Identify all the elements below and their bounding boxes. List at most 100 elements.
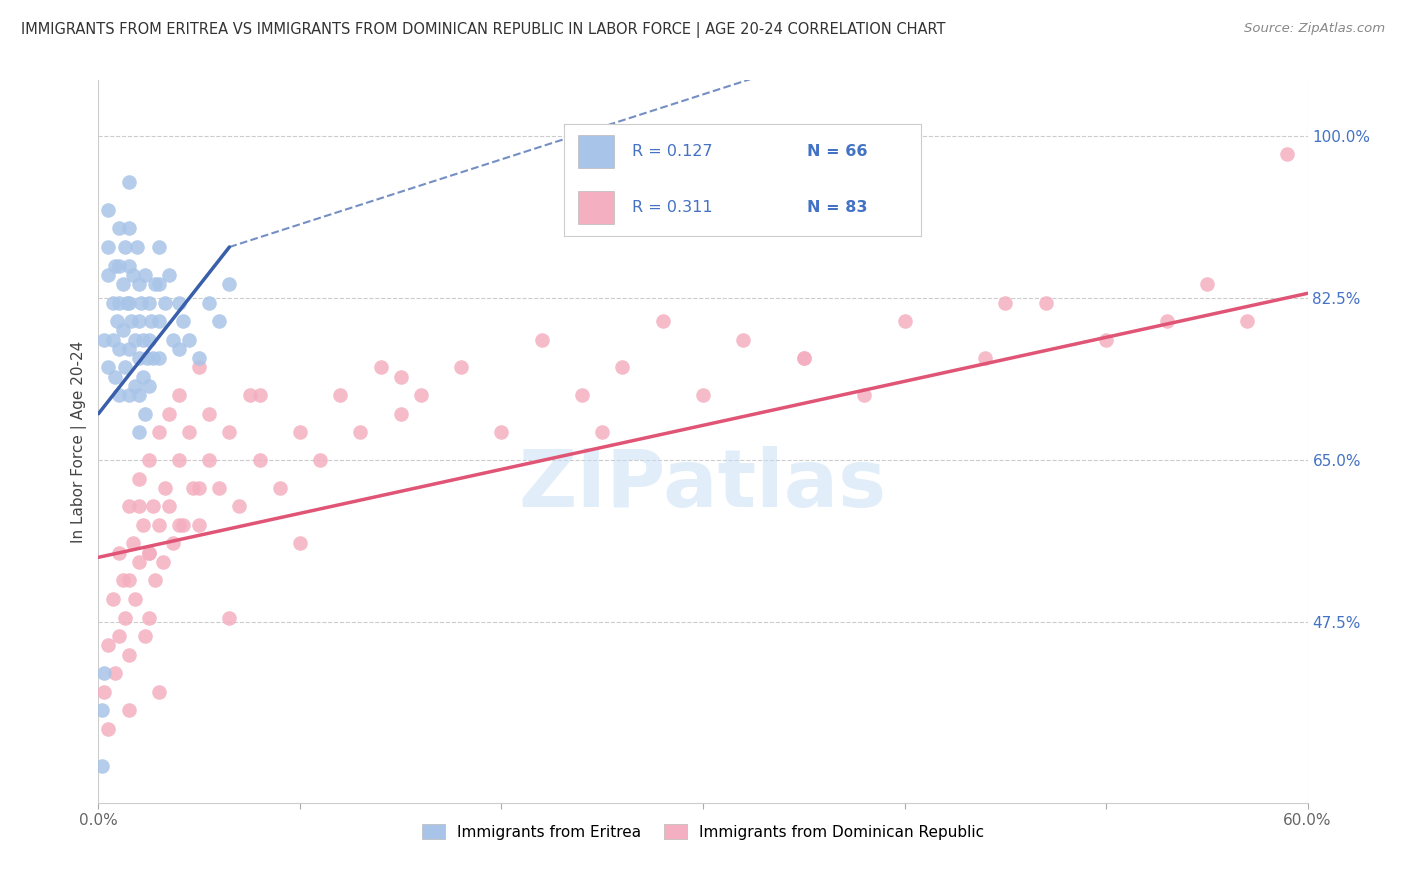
Point [138, 295, 160, 310]
Point [93, 684, 115, 698]
Point [167, 295, 190, 310]
Point [167, 453, 190, 467]
Point [134, 407, 156, 421]
Point [188, 351, 211, 366]
Point [167, 388, 190, 402]
Point [218, 425, 240, 440]
Point [491, 425, 513, 440]
Point [124, 379, 146, 393]
Point [118, 221, 141, 235]
Point [121, 268, 143, 282]
Point [1035, 295, 1057, 310]
Point [157, 268, 180, 282]
Point [138, 379, 160, 393]
Point [128, 555, 150, 569]
Point [121, 536, 143, 550]
Point [409, 388, 432, 402]
Point [218, 277, 240, 291]
Point [329, 388, 352, 402]
Point [370, 360, 392, 375]
Point [288, 425, 311, 440]
Point [138, 610, 160, 624]
Point [129, 295, 152, 310]
Point [118, 703, 141, 717]
Point [107, 546, 129, 560]
Point [111, 277, 134, 291]
Point [172, 517, 194, 532]
Point [128, 388, 150, 402]
Text: Source: ZipAtlas.com: Source: ZipAtlas.com [1244, 22, 1385, 36]
Point [118, 500, 141, 514]
Point [107, 259, 129, 273]
Point [733, 333, 755, 347]
Point [93, 666, 115, 681]
Point [142, 500, 165, 514]
Point [249, 453, 271, 467]
Point [893, 314, 915, 328]
Point [530, 333, 553, 347]
Point [450, 360, 472, 375]
Point [132, 333, 155, 347]
Point [208, 314, 231, 328]
Point [181, 481, 204, 495]
Point [288, 536, 311, 550]
Point [107, 388, 129, 402]
Point [793, 351, 815, 366]
Point [172, 314, 194, 328]
Point [148, 684, 170, 698]
Point [115, 295, 138, 310]
Point [1095, 333, 1118, 347]
Point [139, 314, 162, 328]
Point [138, 453, 160, 467]
Point [148, 277, 170, 291]
Point [128, 500, 150, 514]
Point [107, 295, 129, 310]
Point [101, 333, 124, 347]
Point [135, 351, 157, 366]
Point [198, 407, 221, 421]
Point [188, 481, 211, 495]
Point [974, 351, 997, 366]
Point [128, 351, 150, 366]
Point [118, 295, 141, 310]
Point [208, 481, 231, 495]
Point [132, 517, 155, 532]
Point [162, 333, 184, 347]
Point [125, 240, 148, 254]
Point [91, 703, 114, 717]
Point [1277, 147, 1299, 161]
Point [651, 314, 673, 328]
Point [148, 314, 170, 328]
Point [107, 342, 129, 356]
Point [124, 592, 146, 607]
Point [153, 295, 176, 310]
Point [138, 333, 160, 347]
Point [188, 517, 211, 532]
Y-axis label: In Labor Force | Age 20-24: In Labor Force | Age 20-24 [72, 341, 87, 542]
Point [269, 481, 291, 495]
Point [128, 277, 150, 291]
Point [97, 722, 120, 736]
Point [103, 259, 125, 273]
Point [134, 268, 156, 282]
Point [103, 666, 125, 681]
Point [148, 425, 170, 440]
Point [793, 351, 815, 366]
Point [179, 333, 201, 347]
Point [157, 407, 180, 421]
Point [389, 407, 412, 421]
Point [97, 240, 120, 254]
Point [162, 536, 184, 550]
Point [591, 425, 613, 440]
Point [198, 453, 221, 467]
Point [132, 369, 155, 384]
Point [1195, 277, 1218, 291]
Point [114, 240, 136, 254]
Point [142, 351, 165, 366]
Point [103, 369, 125, 384]
Point [167, 342, 190, 356]
Point [994, 295, 1017, 310]
Point [179, 425, 201, 440]
Point [114, 360, 136, 375]
Point [218, 610, 240, 624]
